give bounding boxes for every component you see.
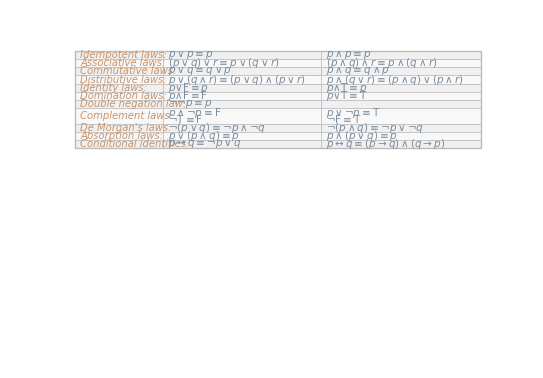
Bar (321, 108, 481, 124)
Text: $p \vee p \equiv p$: $p \vee p \equiv p$ (168, 49, 213, 61)
Text: $(p \vee q) \vee r \equiv p \vee (q \vee r)$: $(p \vee q) \vee r \equiv p \vee (q \vee… (168, 56, 279, 70)
Text: $\neg \mathrm{T} \equiv \mathrm{F}$: $\neg \mathrm{T} \equiv \mathrm{F}$ (168, 113, 203, 125)
Text: $p \wedge q \equiv q \wedge p$: $p \wedge q \equiv q \wedge p$ (326, 65, 390, 77)
Bar (75, 84, 163, 92)
Text: De Morgan's laws:: De Morgan's laws: (80, 123, 172, 133)
Text: $p \leftrightarrow q \equiv (p \rightarrow q) \wedge (q \rightarrow p)$: $p \leftrightarrow q \equiv (p \rightarr… (326, 137, 445, 151)
Text: Absorption laws:: Absorption laws: (80, 131, 163, 141)
Text: $p{\wedge}\mathrm{F} \equiv \mathrm{F}$: $p{\wedge}\mathrm{F} \equiv \mathrm{F}$ (168, 89, 208, 103)
Bar (75, 67, 163, 75)
Bar (321, 51, 481, 59)
Bar (75, 100, 163, 108)
Bar (163, 75, 321, 84)
Text: Distributive laws:: Distributive laws: (80, 74, 167, 85)
Bar (75, 108, 163, 124)
Text: Complement laws:: Complement laws: (80, 111, 174, 121)
Text: $\neg \mathrm{F} \equiv \mathrm{T}$: $\neg \mathrm{F} \equiv \mathrm{T}$ (326, 113, 362, 125)
Bar (75, 59, 163, 67)
Bar (163, 124, 321, 132)
Bar (75, 92, 163, 100)
Text: $(p \wedge q) \wedge r \equiv p \wedge (q \wedge r)$: $(p \wedge q) \wedge r \equiv p \wedge (… (326, 56, 437, 70)
Text: Commutative laws:: Commutative laws: (80, 66, 177, 76)
Text: $p{\vee}\mathrm{F} \equiv p$: $p{\vee}\mathrm{F} \equiv p$ (168, 81, 209, 95)
Bar (163, 108, 321, 124)
Text: $p \wedge \neg p \equiv \mathrm{F}$: $p \wedge \neg p \equiv \mathrm{F}$ (168, 105, 222, 119)
Text: Identity laws:: Identity laws: (80, 83, 148, 93)
Text: $p \wedge p \equiv p$: $p \wedge p \equiv p$ (326, 49, 371, 61)
Text: $p \rightarrow q \equiv \neg p \vee q$: $p \rightarrow q \equiv \neg p \vee q$ (168, 138, 242, 150)
Text: $p \vee (p \wedge q) \equiv p$: $p \vee (p \wedge q) \equiv p$ (168, 129, 239, 143)
Bar (163, 92, 321, 100)
Bar (75, 51, 163, 59)
Text: $\neg(p \wedge q) \equiv \neg p \vee \neg q$: $\neg(p \wedge q) \equiv \neg p \vee \ne… (326, 121, 424, 135)
Text: $\neg(p \vee q) \equiv \neg p \wedge \neg q$: $\neg(p \vee q) \equiv \neg p \wedge \ne… (168, 121, 266, 135)
Bar (163, 140, 321, 149)
Bar (75, 140, 163, 149)
Bar (163, 51, 321, 59)
Bar (163, 100, 321, 108)
Bar (75, 124, 163, 132)
Text: $p{\vee}\mathrm{T} \equiv \mathrm{T}$: $p{\vee}\mathrm{T} \equiv \mathrm{T}$ (326, 89, 368, 103)
Bar (163, 67, 321, 75)
Bar (163, 59, 321, 67)
Text: Domination laws:: Domination laws: (80, 91, 167, 101)
Text: $p \wedge (q \vee r) \equiv (p \wedge q) \vee (p \wedge r)$: $p \wedge (q \vee r) \equiv (p \wedge q)… (326, 73, 464, 87)
Text: $p \vee (q \wedge r) \equiv (p \vee q) \wedge (p \vee r)$: $p \vee (q \wedge r) \equiv (p \vee q) \… (168, 73, 306, 87)
Bar (75, 132, 163, 140)
Bar (321, 124, 481, 132)
Bar (75, 51, 481, 149)
Text: $p \vee \neg p \equiv \mathrm{T}$: $p \vee \neg p \equiv \mathrm{T}$ (326, 105, 381, 119)
Bar (321, 132, 481, 140)
Bar (321, 67, 481, 75)
Text: $p \vee q \equiv q \vee p$: $p \vee q \equiv q \vee p$ (168, 65, 232, 77)
Text: $\neg\neg p \equiv p$: $\neg\neg p \equiv p$ (168, 98, 212, 110)
Text: Associative laws:: Associative laws: (80, 58, 166, 68)
Text: $p{\wedge}\mathrm{T} \equiv p$: $p{\wedge}\mathrm{T} \equiv p$ (326, 81, 367, 95)
Text: Double negation law:: Double negation law: (80, 99, 187, 109)
Bar (321, 100, 481, 108)
Text: Idempotent laws:: Idempotent laws: (80, 50, 167, 60)
Bar (163, 132, 321, 140)
Text: Conditional identities:: Conditional identities: (80, 139, 190, 149)
Bar (75, 75, 163, 84)
Bar (321, 92, 481, 100)
Bar (321, 59, 481, 67)
Text: $p \wedge (p \vee q) \equiv p$: $p \wedge (p \vee q) \equiv p$ (326, 129, 398, 143)
Bar (321, 75, 481, 84)
Bar (321, 84, 481, 92)
Bar (163, 84, 321, 92)
Bar (321, 140, 481, 149)
